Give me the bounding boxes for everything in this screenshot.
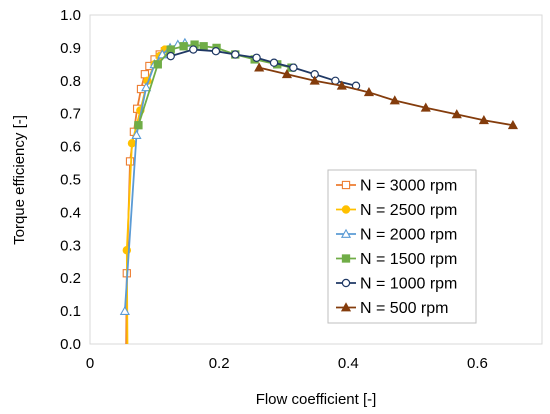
- data-point: [281, 68, 293, 79]
- data-point: [153, 60, 162, 69]
- y-tick-label: 0.0: [60, 336, 81, 353]
- y-tick-label: 1.0: [60, 7, 81, 24]
- data-point: [127, 139, 137, 148]
- data-point: [336, 80, 347, 90]
- legend-label: N = 2000 rpm: [360, 227, 457, 244]
- data-point: [341, 254, 351, 263]
- axes: 0.0 0.1 0.2 0.3 0.4 0.5 0.6 0.7 0.8 0.9 1.0 0 0.2 0.4…: [60, 7, 488, 372]
- y-tick-label: 0.1: [60, 303, 81, 320]
- data-point: [119, 305, 130, 315]
- y-tick-label: 0.2: [60, 270, 81, 287]
- y-tick-label: 0.4: [60, 204, 81, 221]
- series-layer: [119, 37, 519, 345]
- x-axis-label: Flow coefficient [-]: [256, 391, 377, 408]
- legend-label: N = 2500 rpm: [360, 202, 457, 219]
- data-point: [341, 205, 351, 214]
- data-point: [341, 180, 351, 190]
- data-point: [363, 87, 375, 97]
- legend-label: N = 1500 rpm: [360, 251, 457, 268]
- x-tick-label: 0.4: [338, 355, 359, 372]
- legend-label: N = 1000 rpm: [360, 276, 457, 293]
- plot-area: [89, 14, 543, 345]
- data-point: [141, 82, 152, 92]
- data-point: [451, 109, 462, 119]
- data-point: [289, 63, 298, 72]
- legend-label: N = 3000 rpm: [360, 178, 457, 195]
- data-point: [340, 228, 352, 238]
- legend-entry: N = 2500 rpm: [336, 202, 457, 219]
- series-n-1000-rpm: [166, 45, 361, 90]
- data-point: [179, 42, 188, 51]
- legend-label: N = 500 rpm: [360, 300, 448, 317]
- x-tick-label: 0: [86, 355, 94, 372]
- y-tick-label: 0.3: [60, 237, 81, 254]
- legend-entry: N = 1500 rpm: [336, 251, 457, 268]
- data-point: [507, 119, 519, 130]
- legend-entry: N = 3000 rpm: [336, 178, 457, 195]
- y-tick-label: 0.7: [60, 106, 81, 123]
- data-point: [309, 75, 320, 85]
- data-point: [478, 115, 489, 125]
- data-point: [420, 102, 431, 112]
- data-point: [211, 46, 221, 56]
- y-axis-label: Torque efficiency [-]: [11, 115, 28, 245]
- x-tick-label: 0.6: [467, 355, 488, 372]
- legend-entry: N = 1000 rpm: [336, 276, 457, 293]
- y-tick-label: 0.9: [60, 40, 81, 57]
- data-point: [340, 302, 352, 312]
- data-point: [125, 157, 135, 166]
- data-point: [189, 45, 198, 54]
- data-point: [254, 62, 265, 72]
- data-point: [341, 278, 351, 288]
- series-line: [170, 48, 357, 87]
- legend-frame: [327, 169, 477, 324]
- data-point: [131, 129, 142, 139]
- data-point: [389, 95, 400, 105]
- data-point: [199, 42, 208, 51]
- y-tick-label: 0.5: [60, 172, 81, 189]
- data-point: [231, 50, 240, 59]
- legend-entry: N = 2000 rpm: [336, 227, 457, 244]
- y-tick-label: 0.8: [60, 73, 81, 90]
- series-n-500-rpm: [254, 62, 519, 130]
- legend-entry: N = 500 rpm: [336, 300, 448, 317]
- y-tick-label: 0.6: [60, 139, 81, 156]
- legend: N = 3000 rpm N = 2500 rpm N = 2000 rpm N = …: [327, 169, 477, 324]
- data-point: [134, 121, 143, 130]
- data-point: [252, 53, 261, 62]
- x-tick-label: 0.2: [209, 355, 230, 372]
- series-line: [258, 66, 514, 127]
- data-point: [166, 51, 175, 61]
- plot-frame: [89, 14, 543, 345]
- data-point: [269, 58, 279, 67]
